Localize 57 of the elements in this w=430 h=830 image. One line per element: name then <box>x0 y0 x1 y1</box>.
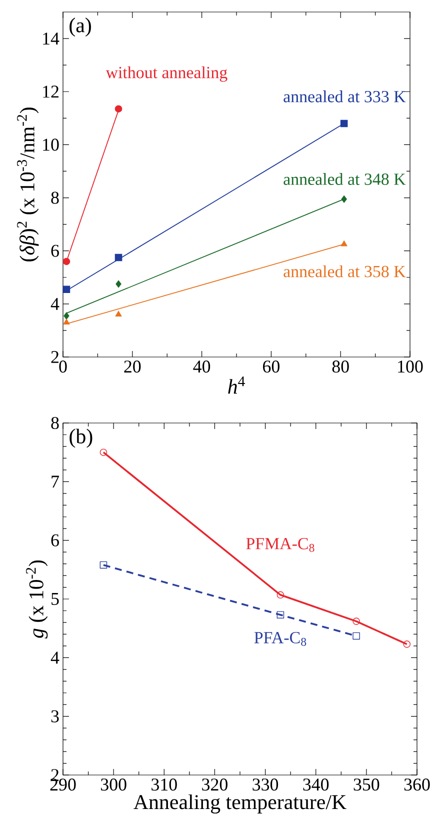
x-tick-label: 320 <box>202 778 228 791</box>
series-label: without annealing <box>106 66 228 82</box>
x-tick-label: 300 <box>100 778 126 791</box>
point <box>115 310 122 317</box>
y-tick-label: 8 <box>51 192 59 204</box>
x-tick-label: 20 <box>124 360 141 373</box>
y-tick-label: 4 <box>50 298 60 310</box>
point <box>276 591 284 599</box>
point <box>352 618 360 625</box>
y-tick-label: 6 <box>51 534 59 546</box>
point <box>403 640 411 648</box>
series-label: annealed at 358 K <box>284 265 406 278</box>
y-tick-label: 5 <box>52 593 59 605</box>
x-tick-label: 290 <box>50 778 76 791</box>
point <box>114 254 122 262</box>
x-tick-label: 330 <box>252 778 278 791</box>
y-tick-label: 4 <box>50 652 60 664</box>
point <box>100 448 108 456</box>
annotation: (b) <box>70 428 92 448</box>
x-tick-label: 40 <box>193 360 210 373</box>
y-tick-label: 8 <box>51 416 59 430</box>
x-tick-label: 80 <box>332 360 349 373</box>
x-axis-title: Annealing temperature/K <box>134 794 346 814</box>
point <box>276 611 284 618</box>
series-label: PFA-C$_{8}$ <box>254 632 306 646</box>
x-tick-label: 340 <box>303 778 329 791</box>
y-axis-title: g (x 10$^{-2}$) <box>26 560 48 638</box>
annotation: (a) <box>70 18 91 37</box>
x-tick-label: 310 <box>152 778 177 791</box>
point <box>352 632 360 640</box>
y-tick-label: 6 <box>51 244 59 257</box>
point <box>64 312 70 320</box>
y-tick-label: 2 <box>51 351 58 363</box>
point <box>100 561 108 569</box>
point <box>341 195 347 203</box>
y-tick-label: 3 <box>51 710 59 722</box>
x-tick-label: 0 <box>59 360 67 373</box>
point <box>114 105 122 112</box>
point <box>63 318 70 324</box>
point <box>116 280 122 288</box>
x-tick-label: 100 <box>398 360 423 373</box>
point <box>62 286 70 293</box>
x-tick-label: 350 <box>354 778 380 791</box>
x-tick-label: 360 <box>404 778 430 791</box>
text: (δβ)$^{2}$ (x 10$^{-3}$/nm$^{-2}$) <box>17 108 39 262</box>
series-label: PFMA-C$_{8}$ <box>246 538 314 552</box>
point <box>62 258 70 266</box>
x-axis-title: h$^{4}$ <box>228 376 245 394</box>
y-tick-label: 10 <box>43 138 59 151</box>
series-label: annealed at 333 K <box>284 90 406 102</box>
series-label: annealed at 348 K <box>284 173 406 185</box>
y-tick-label: 7 <box>52 476 59 488</box>
point <box>340 120 348 128</box>
y-tick-label: 14 <box>43 32 60 44</box>
y-tick-label: 12 <box>43 86 58 98</box>
x-tick-label: 60 <box>263 360 280 373</box>
point <box>340 240 348 246</box>
